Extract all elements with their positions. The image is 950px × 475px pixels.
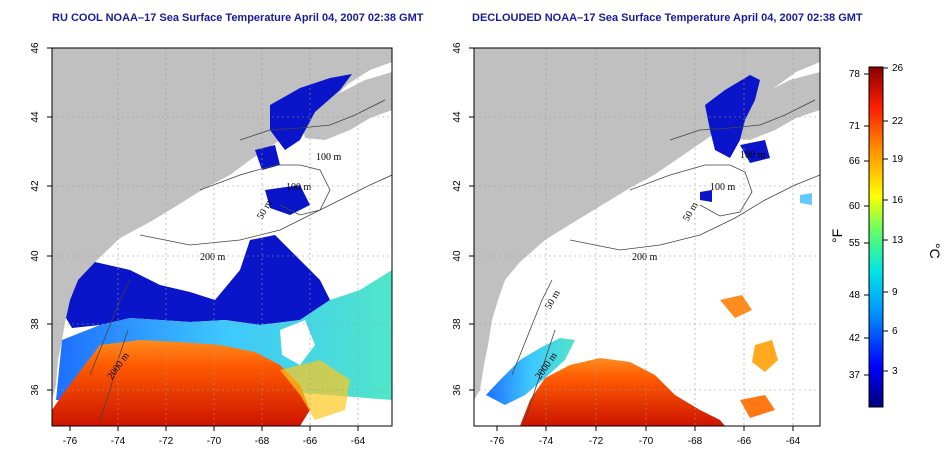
- gulf-stream-warm-water: [520, 358, 725, 426]
- x-tick-label: -72: [589, 436, 604, 447]
- right-axis-ticks: -76 -74 -72 -70 -68 -66 -64 36 38 40 42 44 46: [452, 42, 801, 447]
- x-tick-label: -64: [351, 436, 366, 447]
- contour-label-200m: 200 m: [200, 252, 226, 263]
- x-tick-label: -74: [539, 436, 554, 447]
- fahrenheit-tick-label: 42: [849, 333, 861, 344]
- y-tick-label: 46: [452, 42, 463, 54]
- x-tick-label: -66: [737, 436, 752, 447]
- left-axis-ticks: -76 -74 -72 -70 -68 -66 -64 36 38 40 42 44 46: [30, 42, 366, 447]
- fahrenheit-tick-label: 55: [849, 238, 861, 249]
- fahrenheit-tick-label: 66: [849, 156, 861, 167]
- right-map-panel: 100 m 100 m 50 m 200 m 50 m 2000 m: [474, 48, 820, 426]
- colorbar: [868, 66, 884, 408]
- x-tick-label: -64: [786, 436, 801, 447]
- cold-water-region: [270, 74, 352, 150]
- contour-label-100m-b: 100 m: [710, 182, 736, 193]
- celsius-tick-label: 19: [892, 154, 904, 165]
- nova-scotia: [300, 72, 392, 140]
- x-tick-label: -76: [490, 436, 505, 447]
- x-tick-label: -70: [639, 436, 654, 447]
- y-tick-label: 44: [30, 111, 41, 123]
- y-tick-label: 36: [452, 384, 463, 396]
- bathymetry-contours: [89, 99, 392, 421]
- y-tick-label: 44: [452, 111, 463, 123]
- x-tick-label: -68: [255, 436, 270, 447]
- grid-lines: [474, 48, 820, 426]
- fahrenheit-tick-label: 60: [849, 201, 861, 212]
- y-tick-label: 36: [30, 384, 41, 396]
- grid-lines: [52, 48, 392, 426]
- right-panel-title: DECLOUDED NOAA–17 Sea Surface Temperatur…: [472, 12, 863, 24]
- fahrenheit-tick-label: 78: [849, 69, 861, 80]
- x-tick-label: -74: [111, 436, 126, 447]
- celsius-tick-label: 16: [892, 195, 904, 206]
- x-tick-label: -66: [303, 436, 318, 447]
- y-tick-label: 40: [30, 250, 41, 262]
- y-tick-label: 38: [30, 318, 41, 330]
- shelf-water: [486, 338, 575, 405]
- y-tick-label: 42: [452, 180, 463, 192]
- contour-label-200m: 200 m: [632, 252, 658, 263]
- celsius-tick-label: 9: [892, 287, 898, 298]
- y-tick-label: 42: [30, 180, 41, 192]
- celsius-tick-label: 6: [892, 326, 898, 337]
- fahrenheit-tick-label: 37: [849, 370, 861, 381]
- x-tick-label: -68: [688, 436, 703, 447]
- fahrenheit-label: °F: [829, 229, 845, 243]
- celsius-tick-label: 22: [892, 116, 904, 127]
- contour-label-100m-a: 100 m: [316, 152, 342, 163]
- x-tick-label: -72: [159, 436, 174, 447]
- fahrenheit-tick-label: 48: [849, 290, 861, 301]
- left-map-panel: 100 m 100 m 50 m 200 m 2000 m: [52, 48, 392, 426]
- nova-scotia: [725, 72, 820, 140]
- left-panel-title: RU COOL NOAA–17 Sea Surface Temperature …: [52, 12, 424, 24]
- land-mass: [474, 48, 820, 400]
- bathymetry-contours: [511, 99, 820, 421]
- celsius-tick-label: 26: [892, 63, 904, 74]
- cold-water-region: [705, 75, 760, 158]
- y-tick-label: 40: [452, 250, 463, 262]
- celsius-tick-label: 3: [892, 366, 898, 377]
- gulf-stream-warm-water: [52, 340, 310, 426]
- colorbar-ticks: 78 71 66 60 55 48 42 37 26 22 19 16 13 9 6 3: [849, 63, 904, 381]
- right-map-frame: [473, 47, 821, 427]
- land-mass: [52, 48, 392, 400]
- fahrenheit-tick-label: 71: [849, 121, 861, 132]
- left-map-frame: [51, 47, 393, 427]
- y-tick-label: 46: [30, 42, 41, 54]
- y-tick-label: 38: [452, 318, 463, 330]
- x-tick-label: -70: [207, 436, 222, 447]
- contour-label-100m-b: 100 m: [286, 182, 312, 193]
- x-tick-label: -76: [63, 436, 78, 447]
- celsius-label: °C: [927, 243, 943, 259]
- contour-label-100m-a: 100 m: [740, 150, 766, 161]
- celsius-tick-label: 13: [892, 235, 904, 246]
